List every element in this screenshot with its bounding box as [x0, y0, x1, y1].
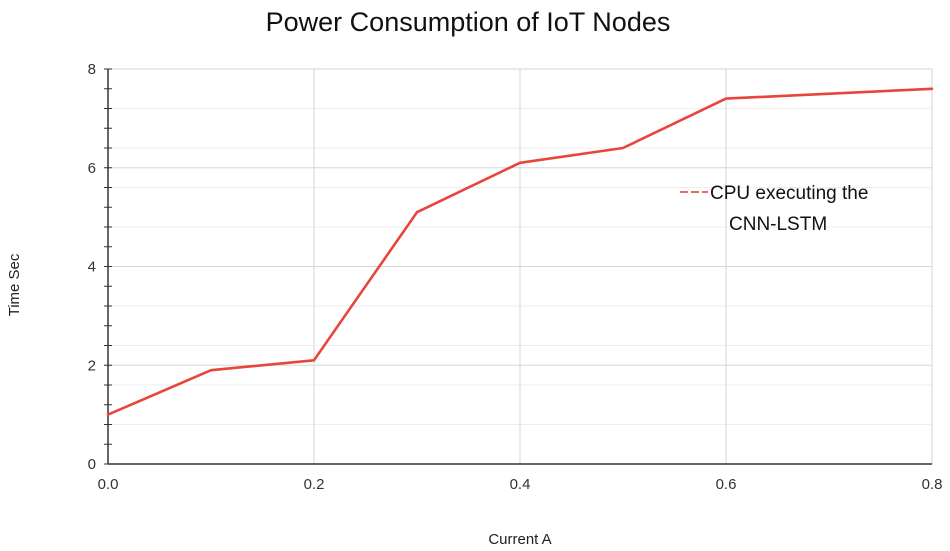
x-tick-label: 0.4	[510, 476, 531, 493]
y-tick-label: 0	[88, 456, 96, 473]
legend: CPU executing the CNN-LSTM	[680, 183, 868, 235]
x-axis-title: Current A	[488, 531, 551, 548]
grid-lines	[108, 68, 933, 464]
tick-labels: 0 2 4 6 8 0.0 0.2 0.4 0.6 0.8	[88, 61, 943, 493]
axes	[104, 68, 932, 465]
x-tick-label: 0.8	[922, 476, 943, 493]
x-tick-label: 0.0	[98, 476, 119, 493]
y-tick-label: 6	[88, 160, 96, 177]
legend-label-line: CNN-LSTM	[729, 214, 827, 235]
series-lines	[106, 87, 934, 416]
y-axis-title: Time Sec	[6, 253, 23, 316]
x-tick-label: 0.2	[304, 476, 325, 493]
x-tick-label: 0.6	[716, 476, 737, 493]
y-tick-label: 2	[88, 357, 96, 374]
legend-label-line: CPU executing the	[710, 183, 868, 204]
series-line	[106, 87, 934, 416]
chart-title: Power Consumption of IoT Nodes	[266, 7, 671, 37]
y-tick-label: 8	[88, 61, 96, 78]
y-tick-label: 4	[88, 259, 96, 276]
